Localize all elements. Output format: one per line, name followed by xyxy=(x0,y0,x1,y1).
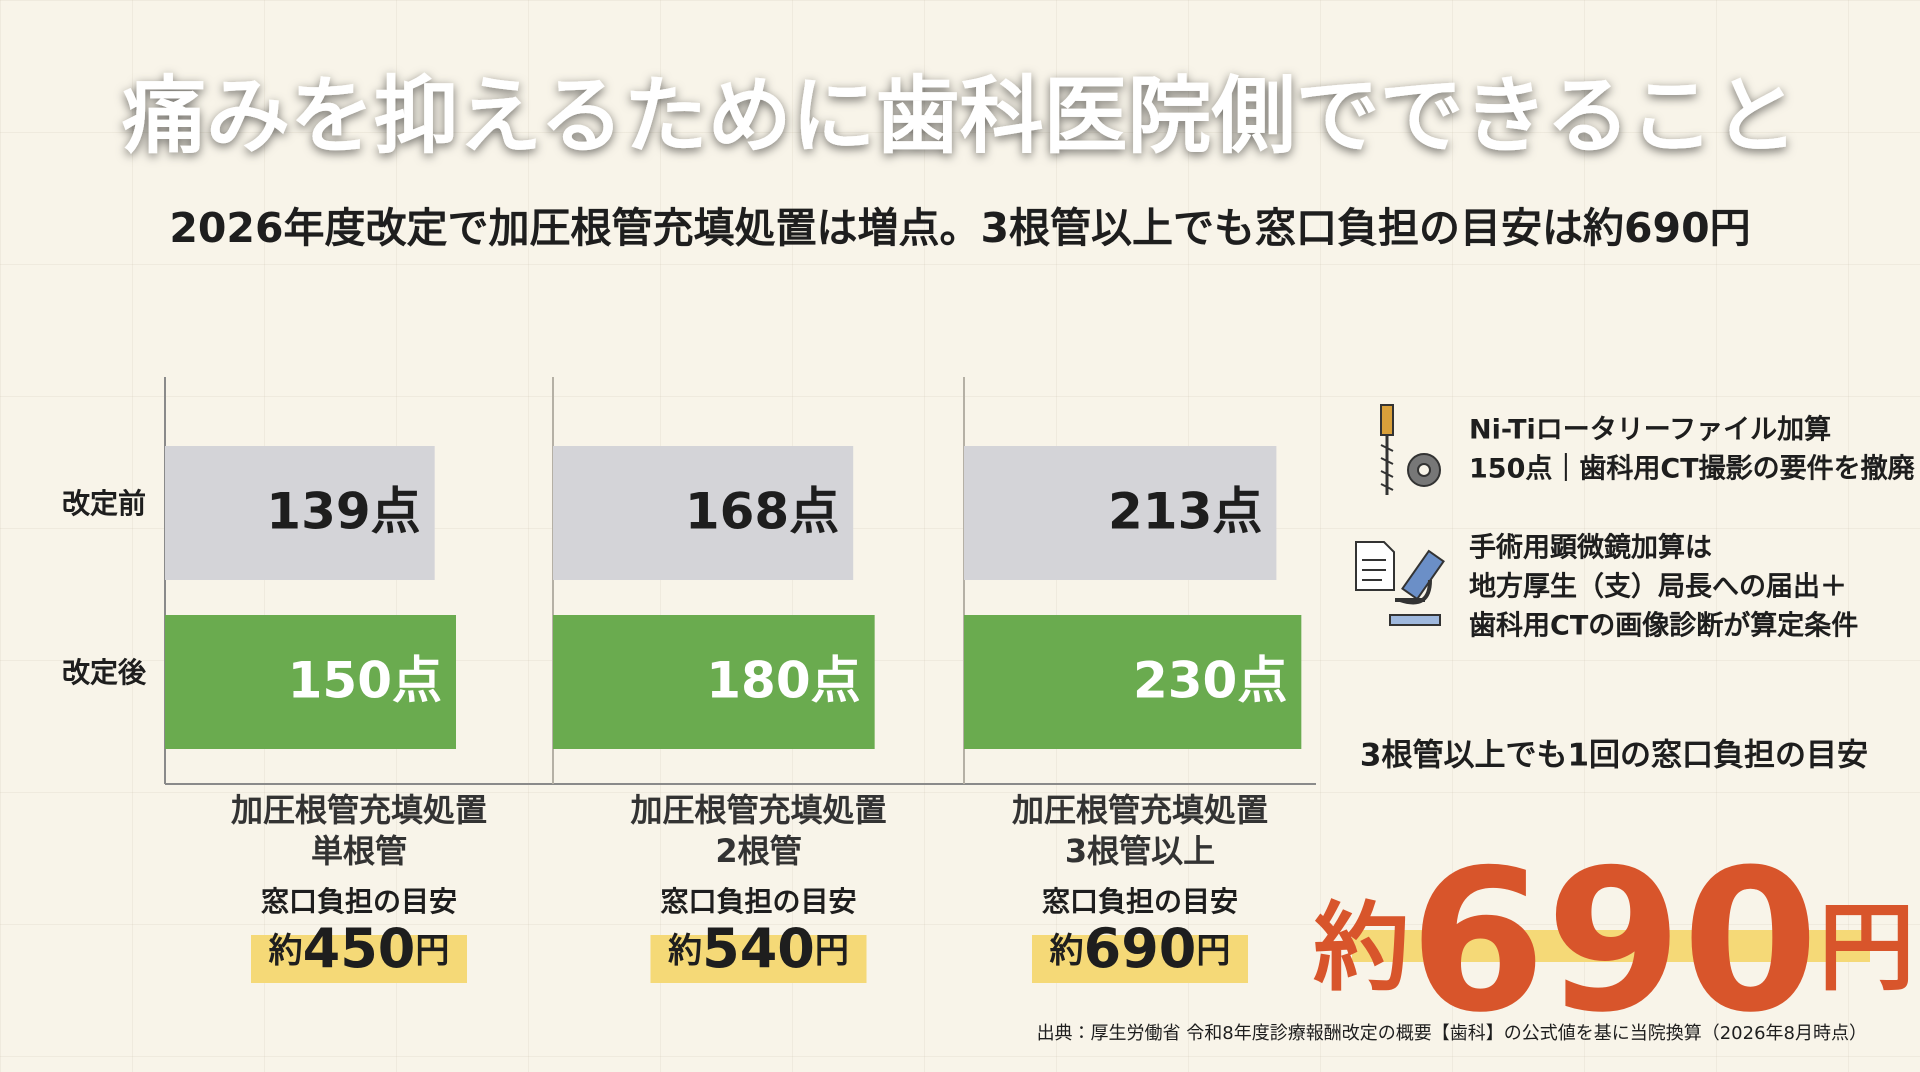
bar xyxy=(964,446,1277,580)
cost-part: 690 xyxy=(1084,917,1197,980)
category-label: 改定前 xyxy=(62,487,146,520)
cost-title: 窓口負担の目安 xyxy=(660,885,856,918)
group-label: 加圧根管充填処置 xyxy=(1012,791,1268,829)
title: 痛みを抑えるために歯科医院側でできること xyxy=(122,67,1798,165)
cost-part: 450 xyxy=(303,917,416,980)
note-line: 手術用顕微鏡加算は xyxy=(1469,532,1712,564)
cost-title: 窓口負担の目安 xyxy=(1042,885,1238,918)
cost-part: 円 xyxy=(815,931,849,971)
value-label: 150点 xyxy=(288,652,442,710)
value-label: 139点 xyxy=(266,483,420,541)
bar xyxy=(553,615,875,749)
cost-highlight xyxy=(650,935,867,983)
cost-highlight xyxy=(1032,935,1248,983)
subtitle: 2026年度改定で加圧根管充填処置は増点。3根管以上でも窓口負担の目安は約690… xyxy=(169,204,1750,252)
highlight-amount: 約690円 xyxy=(1313,828,1914,1056)
microscope-icon xyxy=(1355,541,1445,626)
value-label: 168点 xyxy=(685,483,839,541)
note-line: 歯科用CTの画像診断が算定条件 xyxy=(1469,610,1858,642)
cost-highlight xyxy=(251,935,467,983)
bar xyxy=(165,615,456,749)
group-label: 2根管 xyxy=(715,832,801,870)
value-label: 213点 xyxy=(1108,483,1262,541)
cost: 約450円 xyxy=(269,917,450,980)
note-line: 地方厚生（支）局長への届出＋ xyxy=(1469,572,1847,603)
cost: 約540円 xyxy=(668,917,849,980)
cost-part: 円 xyxy=(1196,931,1230,971)
bar xyxy=(964,615,1302,749)
cost-part: 約 xyxy=(1050,931,1084,971)
highlight-prefix: 約 xyxy=(1313,892,1409,1004)
cost: 約690円 xyxy=(1050,917,1231,980)
value-label: 180点 xyxy=(706,652,860,710)
value-label: 230点 xyxy=(1133,652,1287,710)
cost-part: 約 xyxy=(668,931,702,971)
source-note: 出典：厚生労働省 令和8年度診療報酬改定の概要【歯科】の公式値を基に当院換算（2… xyxy=(1037,1023,1867,1044)
cost-part: 円 xyxy=(415,931,449,971)
bar xyxy=(165,446,435,580)
category-label: 改定後 xyxy=(62,656,147,689)
group-label: 加圧根管充填処置 xyxy=(231,791,487,829)
highlight-number: 690 xyxy=(1409,828,1818,1056)
note-line: 150点｜歯科用CT撮影の要件を撤廃 xyxy=(1469,453,1916,485)
highlight-suffix: 円 xyxy=(1819,892,1915,1004)
group-label: 3根管以上 xyxy=(1065,832,1215,870)
cost-part: 540 xyxy=(702,917,815,980)
cost-part: 約 xyxy=(269,931,303,971)
file-icon xyxy=(1380,404,1441,495)
note-line: Ni-Tiロータリーファイル加算 xyxy=(1469,414,1831,446)
highlight-band xyxy=(1352,930,1870,962)
cost-title: 窓口負担の目安 xyxy=(261,885,457,918)
bar xyxy=(553,446,854,580)
group-label: 加圧根管充填処置 xyxy=(630,791,886,829)
group-label: 単根管 xyxy=(311,832,407,870)
highlight-caption: 3根管以上でも1回の窓口負担の目安 xyxy=(1360,738,1868,774)
